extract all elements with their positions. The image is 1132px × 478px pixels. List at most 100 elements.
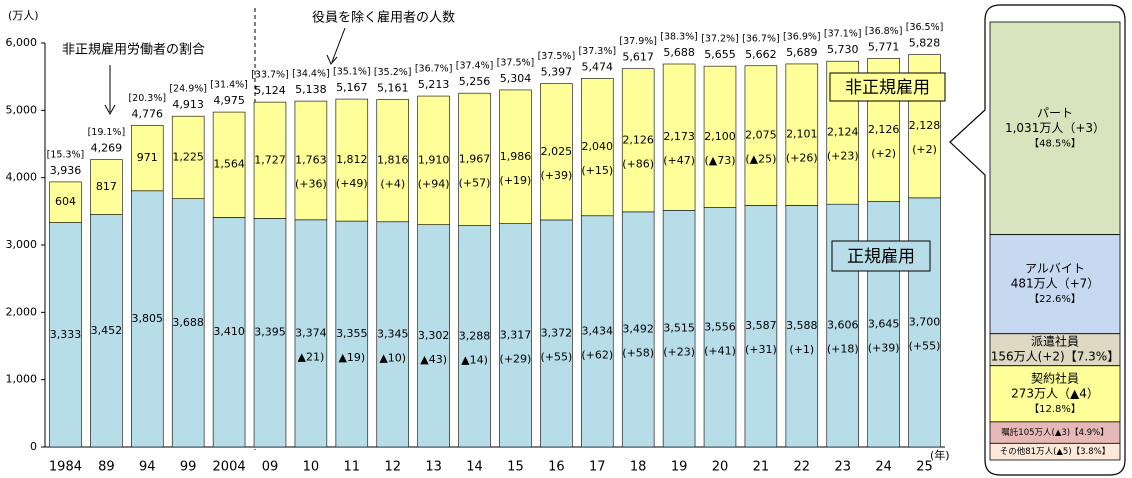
value-label: 1,986 [500, 150, 532, 163]
total-label: 5,167 [336, 81, 368, 94]
ratio-label: [36.5%] [906, 22, 944, 33]
bar-segment [335, 220, 369, 448]
value-label: 3,395 [254, 326, 286, 339]
bar-segment [908, 197, 941, 448]
bar-segment [253, 218, 287, 448]
change-label: (+18) [827, 343, 859, 356]
value-label: 1,225 [172, 150, 204, 163]
x-tick-label: 14 [466, 460, 483, 475]
ratio-label: [36.7%] [742, 33, 780, 44]
total-label: 5,655 [704, 48, 736, 61]
series-label: 非正規雇用 [845, 78, 930, 98]
value-label: 2,124 [827, 126, 859, 139]
ratio-label: [35.2%] [374, 67, 412, 78]
value-label: 3,700 [909, 315, 941, 328]
value-label: 3,588 [786, 319, 818, 332]
bar-segment [212, 217, 246, 448]
total-label: 5,689 [786, 46, 818, 59]
bar-segment [253, 101, 287, 219]
value-label: 1,727 [254, 153, 286, 166]
bar-segment [131, 190, 164, 448]
ratio-label: [19.1%] [88, 127, 126, 138]
value-label: 1,967 [459, 152, 491, 165]
bar-segment [49, 222, 82, 448]
bar-segment [662, 63, 696, 211]
x-tick-label: 17 [589, 460, 606, 475]
change-label: (+23) [663, 346, 695, 359]
annotation: 非正規雇用労働者の割合 [62, 42, 205, 58]
ratio-label: [38.3%] [660, 32, 698, 43]
breakdown-label: 嘱託105万人(▲3)【4.9%】 [1001, 427, 1108, 438]
total-label: 3,936 [50, 164, 82, 177]
value-label: 3,434 [582, 324, 614, 337]
total-label: 5,304 [500, 72, 532, 85]
value-label: 1,910 [418, 153, 450, 166]
total-label: 5,124 [254, 84, 286, 97]
value-label: 3,302 [418, 329, 450, 342]
value-label: 604 [55, 195, 76, 208]
change-label: (▲73) [704, 154, 735, 167]
breakdown-label: 273万人（▲4） [1011, 386, 1099, 400]
breakdown-label: 【12.8%】 [1029, 403, 1081, 415]
total-label: 4,913 [172, 98, 204, 111]
change-label: (+86) [622, 157, 654, 170]
bar-segment [417, 95, 450, 225]
y-tick-label: 1,000 [6, 373, 38, 386]
value-label: 2,101 [786, 128, 818, 141]
x-tick-label: 21 [753, 460, 770, 475]
value-label: 3,317 [500, 328, 532, 341]
value-label: 3,492 [622, 322, 654, 335]
bar-segment [417, 224, 450, 448]
total-label: 5,138 [295, 83, 327, 96]
value-label: 3,556 [704, 320, 736, 333]
value-label: 2,173 [663, 130, 695, 143]
bar-segment [376, 99, 409, 223]
change-label: (+62) [581, 348, 613, 361]
value-label: 3,374 [295, 326, 327, 339]
value-label: 3,452 [91, 324, 123, 337]
x-tick-label: 16 [548, 460, 565, 475]
x-tick-label: 94 [139, 460, 156, 475]
ratio-label: [34.4%] [292, 69, 330, 80]
bar-segment [49, 181, 82, 223]
change-label: (+1) [789, 343, 814, 356]
bar-segment [499, 89, 532, 224]
ratio-label: [37.9%] [619, 36, 657, 47]
total-label: 5,688 [663, 46, 695, 59]
x-tick-label: 11 [344, 460, 361, 475]
breakdown-label: 156万人(+2)【7.3%】 [991, 350, 1119, 364]
change-label: ▲43) [420, 353, 447, 366]
breakdown-segment [989, 333, 1121, 367]
bar-segment [744, 65, 778, 206]
change-label: (▲25) [745, 153, 776, 166]
x-tick-label: 18 [630, 460, 647, 475]
total-label: 5,662 [745, 48, 777, 61]
bar-segment [703, 207, 737, 448]
bar-segment [335, 98, 369, 222]
y-tick-label: 0 [30, 440, 37, 453]
total-label: 4,269 [91, 142, 123, 155]
ratio-label: [37.4%] [456, 61, 494, 72]
change-label: (+4) [380, 178, 405, 191]
bar-segment [90, 159, 123, 215]
value-label: 2,100 [704, 130, 736, 143]
bar-segment [540, 219, 573, 448]
value-label: 1,564 [213, 158, 245, 171]
breakdown-label: 1,031万人（+3） [1005, 121, 1105, 135]
value-label: 2,128 [909, 119, 941, 132]
x-tick-label: 09 [262, 460, 279, 475]
ratio-label: [37.3%] [578, 46, 616, 57]
bar-segment [581, 215, 614, 448]
y-tick-label: 5,000 [6, 103, 38, 116]
bar-segment [458, 92, 491, 226]
ratio-label: [37.5%] [497, 57, 535, 68]
bar-segment [90, 214, 123, 448]
x-tick-label: 23 [834, 460, 851, 475]
bar-segment [662, 210, 696, 448]
breakdown-label: 481万人（+7） [1011, 277, 1100, 291]
bar-segment [703, 65, 737, 208]
value-label: 3,288 [459, 329, 491, 342]
bar-segment [621, 68, 655, 213]
y-tick-label: 6,000 [6, 36, 38, 49]
